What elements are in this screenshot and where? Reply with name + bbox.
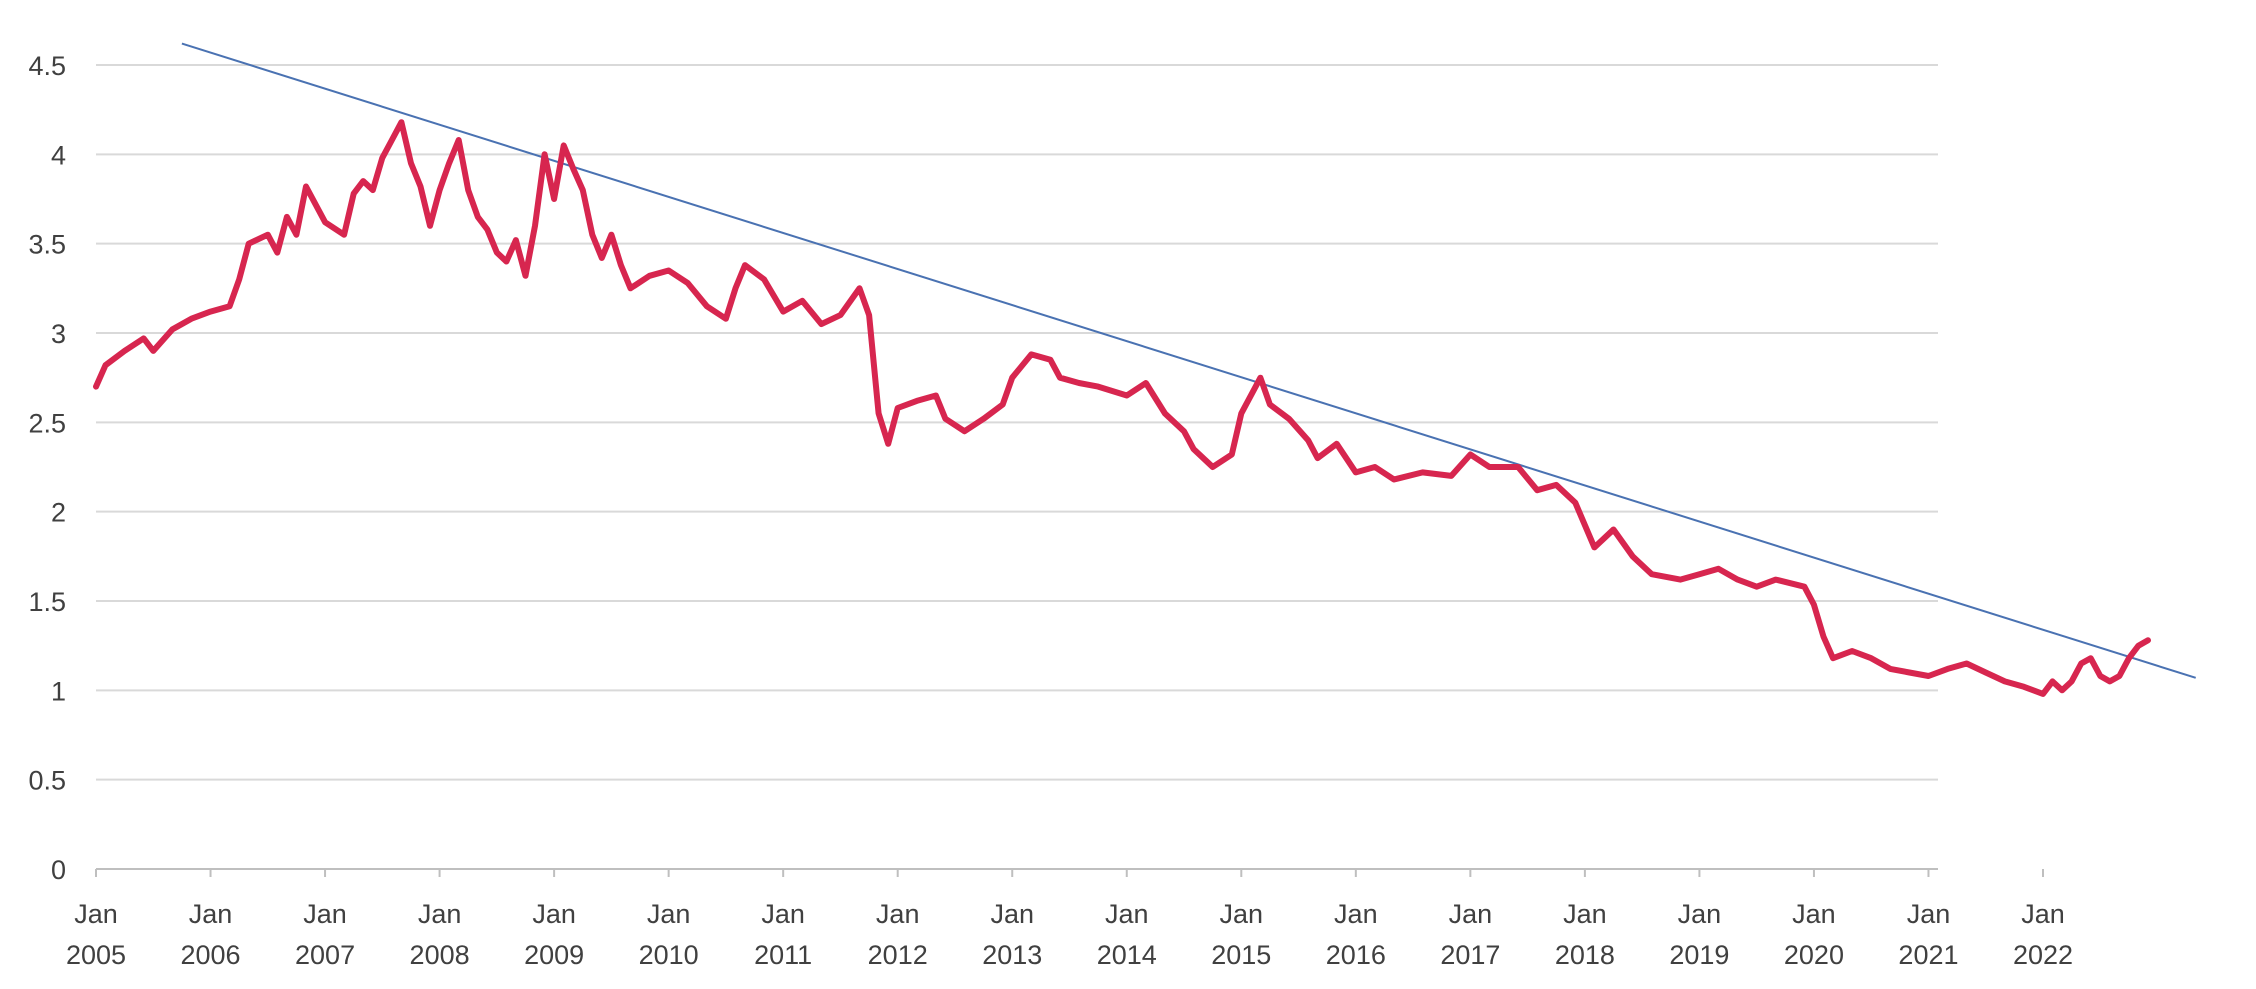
x-tick-label-year: 2013 (982, 940, 1042, 970)
y-tick-label: 4.5 (28, 51, 66, 81)
x-tick-label-month: Jan (1563, 899, 1607, 929)
x-tick-label-year: 2012 (868, 940, 928, 970)
x-tick-label-year: 2008 (410, 940, 470, 970)
x-tick-label-month: Jan (761, 899, 805, 929)
trendline-layer (181, 42, 2197, 679)
x-tick-label-year: 2017 (1440, 940, 1500, 970)
x-tick-label-month: Jan (74, 899, 118, 929)
x-tick-label-month: Jan (990, 899, 1034, 929)
series-layer (93, 119, 2151, 697)
x-tick-label-month: Jan (647, 899, 691, 929)
grid-lines (96, 64, 1938, 781)
y-tick-label: 0 (51, 855, 66, 885)
y-axis-ticks: 0 0.5 1 1.5 2 2.5 3 3.5 4 4.5 (28, 51, 66, 885)
x-tick-label-year: 2020 (1784, 940, 1844, 970)
y-tick-label: 4 (51, 140, 66, 170)
series-line (93, 119, 2151, 697)
x-tick-label-year: 2014 (1097, 940, 1157, 970)
y-tick-label: 1.5 (28, 587, 66, 617)
y-tick-label: 2 (51, 498, 66, 528)
x-tick-label-month: Jan (2021, 899, 2065, 929)
x-tick-label-year: 2009 (524, 940, 584, 970)
y-tick-label: 3 (51, 319, 66, 349)
y-tick-label: 2.5 (28, 408, 66, 438)
x-tick-label-year: 2018 (1555, 940, 1615, 970)
x-tick-label-month: Jan (876, 899, 920, 929)
y-tick-label: 3.5 (28, 230, 66, 260)
x-tick-label-month: Jan (1792, 899, 1836, 929)
x-tick-label-month: Jan (532, 899, 576, 929)
x-tick-label-year: 2010 (639, 940, 699, 970)
y-tick-label: 0.5 (28, 766, 66, 796)
x-tick-label-month: Jan (1907, 899, 1951, 929)
x-tick-label-year: 2019 (1669, 940, 1729, 970)
x-tick-label-year: 2006 (180, 940, 240, 970)
x-tick-label-month: Jan (1105, 899, 1149, 929)
x-tick-label-year: 2016 (1326, 940, 1386, 970)
x-tick-label-year: 2005 (66, 940, 126, 970)
x-tick-label-year: 2022 (2013, 940, 2073, 970)
x-tick-label-month: Jan (1334, 899, 1378, 929)
x-tick-label-month: Jan (418, 899, 462, 929)
x-tick-label-year: 2011 (754, 940, 812, 970)
x-tick-label-year: 2007 (295, 940, 355, 970)
x-axis: Jan 2005 Jan 2006 Jan 2007 Jan 2008 Jan 2009 Jan 20… (66, 868, 2073, 970)
x-tick-label-year: 2021 (1898, 940, 1958, 970)
x-tick-label-month: Jan (1220, 899, 1264, 929)
y-tick-label: 1 (51, 676, 66, 706)
x-tick-label-month: Jan (1449, 899, 1493, 929)
x-tick-label-month: Jan (189, 899, 233, 929)
x-tick-label-month: Jan (1678, 899, 1722, 929)
x-tick-label-month: Jan (303, 899, 347, 929)
trendline (181, 42, 2197, 679)
x-tick-label-year: 2015 (1211, 940, 1271, 970)
